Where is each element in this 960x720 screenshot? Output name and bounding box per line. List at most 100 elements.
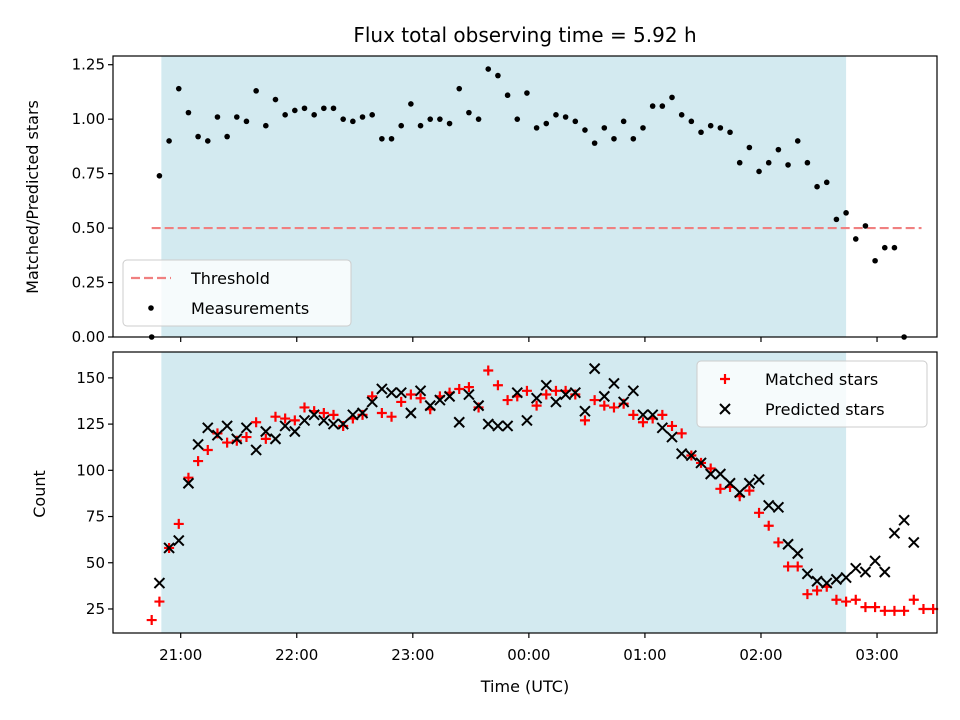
data-point [485,66,492,72]
data-point [772,501,785,513]
data-point [308,409,320,421]
data-point [154,596,165,607]
data-point [463,388,475,401]
data-point [531,400,542,411]
x-tick-label: 22:00 [275,646,318,664]
data-point [541,389,552,400]
data-point [521,414,533,427]
x-tick-label: 23:00 [391,646,434,664]
legend-entry-label: Threshold [190,269,270,288]
data-point [357,409,368,420]
data-point [688,118,695,125]
data-point [802,589,813,600]
data-point [620,118,627,125]
data-point [434,394,446,406]
data-point [591,140,598,146]
data-point [301,105,308,112]
data-point [173,518,184,529]
data-point [282,112,288,118]
data-point [260,425,272,438]
legend-box [696,360,928,428]
data-point [533,125,540,131]
data-point [608,402,619,413]
data-point [675,447,688,460]
data-point [678,112,685,118]
data-point [443,390,456,403]
data-point [637,417,648,428]
data-point [794,138,801,144]
data-point [599,400,610,411]
plot-frame [112,351,938,634]
data-point [704,468,717,480]
data-point [466,109,472,116]
data-point [504,92,511,99]
data-point [659,103,666,109]
data-point [183,472,194,483]
y-tick-label: 50 [86,554,105,572]
data-point [398,122,405,129]
data-point [898,514,910,526]
data-point [321,105,327,112]
data-point [376,383,388,395]
data-point [869,555,881,567]
data-point [231,435,242,446]
data-point [601,125,608,131]
data-point [831,594,842,605]
data-point [840,571,852,584]
data-point [801,568,814,580]
data-point [202,444,213,455]
data-point [559,388,572,401]
data-point [656,422,669,434]
data-point [437,116,443,122]
data-point [386,411,397,422]
data-point [879,605,890,616]
x-tick-label: 02:00 [739,646,782,664]
data-point [185,109,192,116]
x-axis-label: Time (UTC) [480,677,569,696]
data-point [727,129,733,136]
series-predicted-stars [153,362,920,589]
data-point [163,542,175,554]
data-point [889,605,900,616]
data-point [173,534,185,547]
data-point [311,112,317,118]
data-point [251,417,262,428]
data-point [812,585,823,596]
data-point [318,414,330,427]
data-point [514,116,521,122]
data-point [608,377,620,390]
data-point [899,605,910,616]
top-panel: 0.00 0.25 0.50 0.75 1.00 1.25 Threshold Measure… [72,55,938,346]
data-point [253,88,259,94]
data-point [424,399,436,412]
data-point [417,122,424,129]
data-point [408,101,414,107]
chart-title: Flux total observing time = 5.92 h [353,23,696,47]
legend-entry-label: Matched stars [765,370,878,389]
data-point [388,135,395,142]
data-point [456,85,463,92]
data-point [763,499,775,512]
data-point [823,179,830,186]
plot-frame [112,55,938,338]
data-point [685,449,698,462]
data-point [792,547,804,560]
y-tick-label: 0.50 [72,219,105,237]
data-point [298,414,311,427]
data-point [733,486,746,499]
data-point [717,125,724,131]
data-point [366,396,378,408]
y-tick-label: 0.25 [72,274,105,292]
data-point [369,112,375,118]
legend-box [122,259,352,327]
data-point [782,538,794,550]
series-measurements [148,66,907,340]
data-point [646,409,659,421]
data-point [463,382,474,393]
x-tick-label: 01:00 [623,646,666,664]
data-point [385,386,398,399]
data-point [328,409,339,420]
data-point [492,380,503,391]
data-point [570,389,581,400]
data-point [214,114,221,120]
